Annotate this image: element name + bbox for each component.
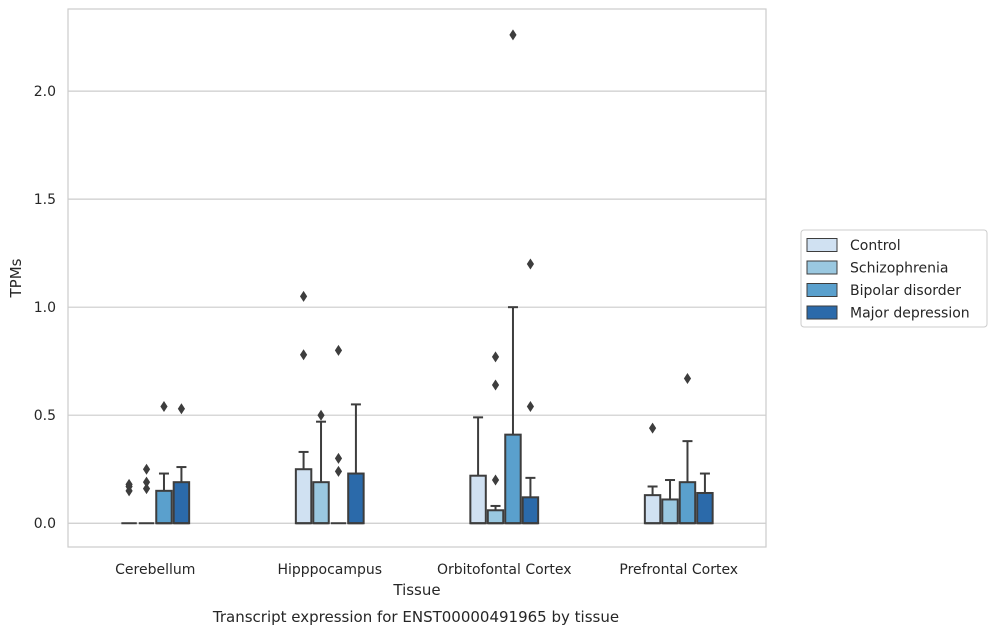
outlier-point <box>491 474 500 486</box>
outlier-point <box>142 476 151 488</box>
box-body <box>486 509 505 525</box>
outlier-point <box>334 465 343 477</box>
x-tick-label: Orbitofontal Cortex <box>437 562 572 578</box>
legend-frame <box>800 229 988 328</box>
outlier-point <box>299 290 308 302</box>
outlier-point <box>177 403 186 415</box>
outlier-point <box>491 379 500 391</box>
legend-item-control: Control <box>806 238 901 254</box>
x-tick-label: Cerebellum <box>115 562 195 578</box>
x-tick-label: Prefrontal Cortex <box>619 562 738 578</box>
legend-swatch-schizophrenia <box>806 260 838 275</box>
outlier-point <box>526 401 535 413</box>
box-major-depression-orbitofontal-cortex <box>521 258 540 525</box>
box-body <box>172 481 191 525</box>
y-tick-label: 1.5 <box>34 192 56 208</box>
box-plot-marks <box>121 29 714 525</box>
box-body <box>521 496 540 525</box>
box-major-depression-cerebellum <box>172 403 191 525</box>
y-axis-title: TPMs <box>7 258 25 298</box>
box-body <box>155 489 173 525</box>
outlier-point <box>142 483 151 495</box>
outlier-point <box>509 29 517 41</box>
legend-item-schizophrenia: Schizophrenia <box>806 260 948 277</box>
legend-swatch-major-depression <box>806 305 838 320</box>
outlier-point <box>334 344 343 356</box>
legend-swatch-bipolar-disorder <box>806 283 838 297</box>
outlier-point <box>160 401 168 413</box>
x-tick-labels: Cerebellum Hipppocampus Orbitofontal Corte… <box>115 562 738 578</box>
box-major-depression-hipppocampus <box>347 403 365 525</box>
box-body <box>661 498 679 525</box>
outlier-point <box>526 258 535 270</box>
y-tick-label: 0.5 <box>34 408 56 424</box>
box-body <box>643 494 662 525</box>
x-tick-label: Hipppocampus <box>277 562 382 578</box>
box-schizophrenia-cerebellum <box>138 463 155 525</box>
y-tick-label: 2.0 <box>34 84 56 100</box>
legend-swatch-control <box>806 238 838 252</box>
box-major-depression-prefrontal-cortex <box>696 472 714 525</box>
box-body <box>294 468 313 525</box>
box-bipolar-disorder-orbitofontal-cortex <box>504 29 522 525</box>
legend-label-control: Control <box>850 238 901 254</box>
outlier-point <box>299 349 308 361</box>
box-body <box>696 491 714 525</box>
outlier-point <box>142 463 151 475</box>
y-tick-label: 1.0 <box>34 300 56 316</box>
box-bipolar-disorder-prefrontal-cortex <box>678 372 697 525</box>
box-control-cerebellum <box>121 478 137 525</box>
box-body <box>469 474 487 525</box>
legend-label-schizophrenia: Schizophrenia <box>850 261 948 277</box>
legend-item-bipolar-disorder: Bipolar disorder <box>806 283 961 299</box>
box-control-orbitofontal-cortex <box>469 416 487 525</box>
legend: Control Schizophrenia Bipolar disorder M… <box>800 229 988 328</box>
legend-label-bipolar-disorder: Bipolar disorder <box>850 283 961 299</box>
box-bipolar-disorder-hipppocampus <box>330 344 347 525</box>
box-control-hipppocampus <box>294 290 313 525</box>
x-axis-title: Tissue <box>392 581 440 599</box>
outlier-point <box>491 351 500 363</box>
outlier-point <box>334 452 343 464</box>
outlier-point <box>125 478 133 490</box>
box-schizophrenia-hipppocampus <box>312 409 330 525</box>
box-schizophrenia-prefrontal-cortex <box>661 479 679 525</box>
box-body <box>678 481 697 525</box>
box-body <box>347 472 365 525</box>
outlier-point <box>683 372 692 384</box>
plot-area-frame <box>67 8 767 548</box>
box-body <box>504 433 522 525</box>
figure-caption: Transcript expression for ENST0000049196… <box>212 608 619 626</box>
outlier-point <box>648 422 657 434</box>
outlier-point <box>317 409 325 421</box>
y-tick-label: 0.0 <box>34 516 56 532</box>
box-schizophrenia-orbitofontal-cortex <box>486 351 505 525</box>
box-body <box>312 481 330 525</box>
box-control-prefrontal-cortex <box>643 422 662 525</box>
box-bipolar-disorder-cerebellum <box>155 401 173 525</box>
legend-label-major-depression: Major depression <box>850 306 970 322</box>
y-tick-labels: 0.0 0.5 1.0 1.5 2.0 <box>34 84 56 532</box>
legend-item-major-depression: Major depression <box>806 305 970 322</box>
